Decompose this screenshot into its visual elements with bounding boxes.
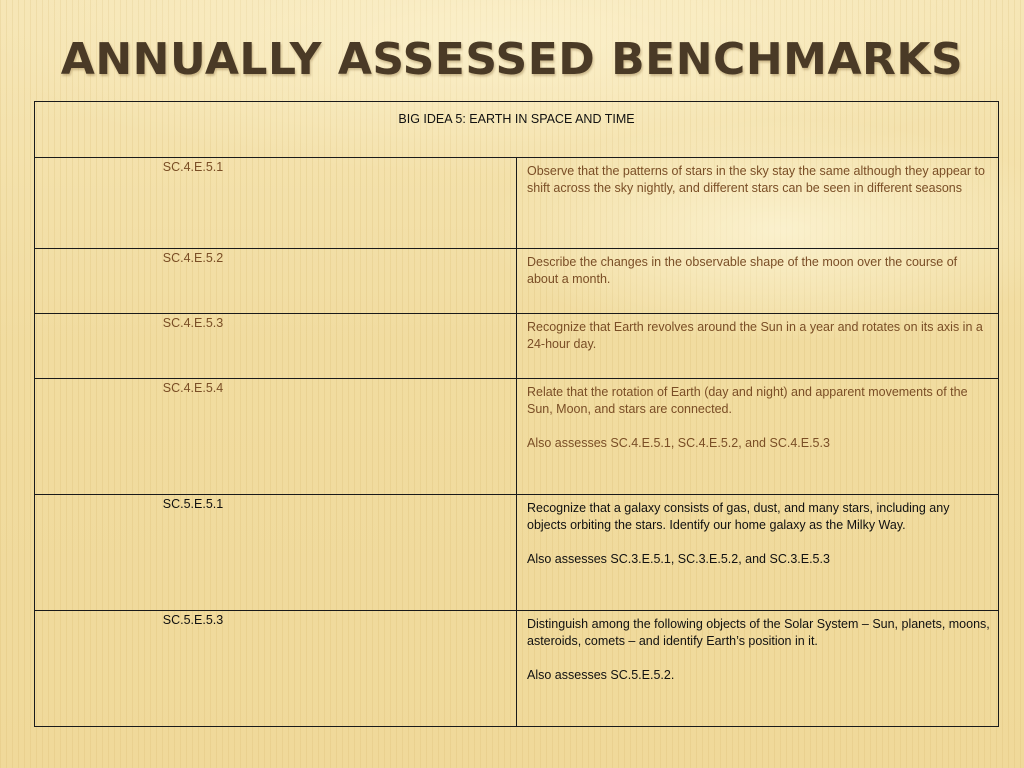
- benchmark-code: SC.4.E.5.1: [162, 160, 224, 174]
- benchmark-code: SC.5.E.5.3: [162, 613, 224, 627]
- benchmark-description: Observe that the patterns of stars in th…: [527, 164, 985, 195]
- table-row: SC.4.E.5.2 Describe the changes in the o…: [34, 248, 999, 314]
- benchmark-code-cell: SC.4.E.5.2: [34, 248, 517, 314]
- benchmark-code-cell: SC.4.E.5.3: [34, 313, 517, 379]
- table-row: SC.4.E.5.4 Relate that the rotation of E…: [34, 378, 999, 495]
- benchmark-also-assesses: Also assesses SC.4.E.5.1, SC.4.E.5.2, an…: [527, 436, 830, 450]
- benchmark-description: Distinguish among the following objects …: [527, 617, 990, 648]
- benchmark-also-assesses: Also assesses SC.5.E.5.2.: [527, 668, 675, 682]
- benchmark-code-cell: SC.5.E.5.1: [34, 494, 517, 611]
- slide-title: ANNUALLY ASSESSED BENCHMARKS: [60, 34, 964, 85]
- benchmark-description: Recognize that Earth revolves around the…: [527, 320, 983, 351]
- table-row: SC.4.E.5.3 Recognize that Earth revolves…: [34, 313, 999, 379]
- benchmark-code-cell: SC.4.E.5.1: [34, 157, 517, 249]
- table-header-row: BIG IDEA 5: EARTH IN SPACE AND TIME: [34, 101, 999, 158]
- benchmark-code: SC.4.E.5.4: [162, 381, 224, 395]
- benchmark-description-cell: Recognize that a galaxy consists of gas,…: [516, 494, 999, 611]
- benchmark-description: Describe the changes in the observable s…: [527, 255, 958, 286]
- benchmark-code: SC.4.E.5.2: [162, 251, 224, 265]
- benchmark-code: SC.4.E.5.3: [162, 316, 224, 330]
- table-row: SC.4.E.5.1 Observe that the patterns of …: [34, 157, 999, 249]
- benchmark-description: Recognize that a galaxy consists of gas,…: [527, 501, 950, 532]
- benchmark-code-cell: SC.4.E.5.4: [34, 378, 517, 495]
- table-row: SC.5.E.5.3 Distinguish among the followi…: [34, 610, 999, 727]
- benchmark-description-cell: Relate that the rotation of Earth (day a…: [516, 378, 999, 495]
- benchmark-also-assesses: Also assesses SC.3.E.5.1, SC.3.E.5.2, an…: [527, 552, 830, 566]
- benchmark-description-cell: Recognize that Earth revolves around the…: [516, 313, 999, 379]
- benchmarks-table: BIG IDEA 5: EARTH IN SPACE AND TIME SC.4…: [34, 101, 999, 727]
- benchmark-code: SC.5.E.5.1: [162, 497, 224, 511]
- table-row: SC.5.E.5.1 Recognize that a galaxy consi…: [34, 494, 999, 611]
- benchmark-code-cell: SC.5.E.5.3: [34, 610, 517, 727]
- benchmark-description-cell: Distinguish among the following objects …: [516, 610, 999, 727]
- benchmark-description-cell: Observe that the patterns of stars in th…: [516, 157, 999, 249]
- benchmark-description: Relate that the rotation of Earth (day a…: [527, 385, 968, 416]
- benchmark-description-cell: Describe the changes in the observable s…: [516, 248, 999, 314]
- big-idea-header: BIG IDEA 5: EARTH IN SPACE AND TIME: [34, 101, 999, 158]
